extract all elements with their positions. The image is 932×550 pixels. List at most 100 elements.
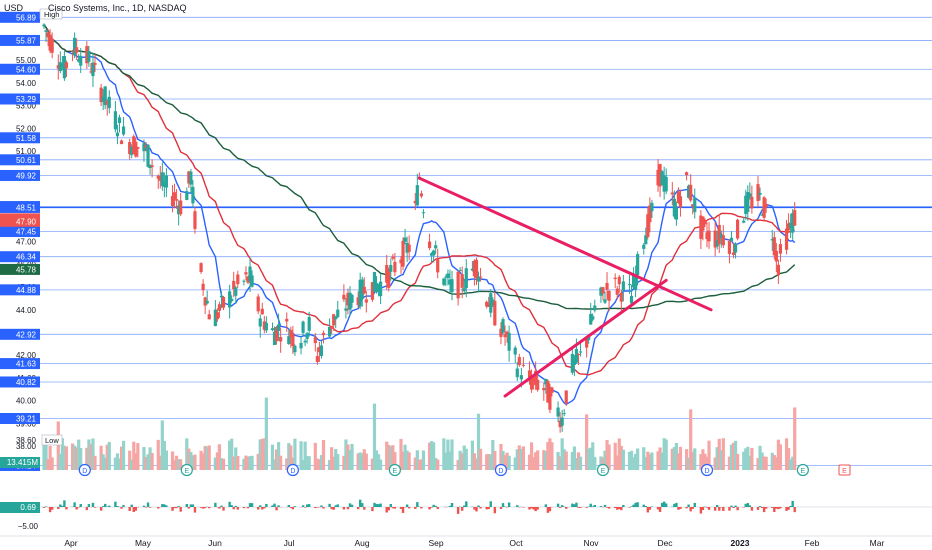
moving-averages bbox=[43, 24, 796, 406]
volume-bar bbox=[387, 444, 391, 470]
time-axis[interactable]: Apr May Jun Jul Aug Sep Oct Nov Dec 2023 Feb Mar bbox=[0, 535, 932, 548]
volume-bar bbox=[285, 458, 289, 470]
osc-bar bbox=[620, 507, 623, 511]
volume-bar bbox=[315, 458, 319, 470]
volume-bar bbox=[248, 456, 252, 470]
osc-bar bbox=[577, 507, 580, 508]
candle-body bbox=[279, 337, 283, 342]
candle-body bbox=[342, 294, 346, 300]
osc-bar bbox=[57, 507, 60, 509]
candle-body bbox=[70, 50, 75, 52]
volume-bar bbox=[660, 452, 664, 470]
osc-bar bbox=[646, 507, 650, 513]
osc-bar bbox=[501, 503, 505, 507]
volume-bar bbox=[130, 459, 134, 470]
osc-bar bbox=[685, 507, 688, 509]
volume-bar bbox=[478, 448, 483, 470]
candle-body bbox=[442, 278, 446, 285]
volume-bar bbox=[758, 445, 762, 470]
osc-bar bbox=[665, 503, 668, 507]
volume-bar bbox=[301, 459, 305, 470]
volume-bar bbox=[733, 440, 738, 470]
price-level-badge-text: 44.88 bbox=[16, 286, 37, 295]
osc-bar bbox=[87, 504, 91, 507]
candle-body bbox=[164, 175, 168, 188]
candle-body bbox=[332, 314, 336, 326]
volume-bar bbox=[458, 450, 462, 470]
candle-body bbox=[613, 277, 617, 280]
candle-body bbox=[289, 330, 293, 338]
price-axis[interactable]: 56.9455.0054.0053.0052.0051.0050.0048.00… bbox=[0, 8, 63, 531]
volume-bar bbox=[499, 444, 503, 470]
candle-body bbox=[607, 290, 611, 301]
osc-bar bbox=[760, 507, 764, 509]
candle-body bbox=[421, 212, 426, 214]
candle-body bbox=[562, 413, 566, 415]
candle-body bbox=[313, 337, 317, 344]
candle-body bbox=[585, 339, 589, 348]
volume-bar bbox=[544, 451, 548, 470]
trendlines[interactable] bbox=[417, 176, 713, 398]
volume-bar bbox=[662, 438, 666, 470]
candle-body bbox=[413, 200, 417, 204]
candle-body bbox=[56, 65, 60, 69]
osc-bar bbox=[722, 507, 725, 511]
osc-bar bbox=[99, 507, 103, 511]
candle-body bbox=[46, 32, 50, 38]
volume-bar bbox=[421, 450, 426, 470]
ma-fast-line bbox=[43, 24, 796, 406]
candle-body bbox=[532, 376, 536, 381]
candle-body bbox=[744, 195, 748, 214]
volume-bar bbox=[505, 452, 509, 470]
candle-body bbox=[507, 332, 511, 351]
volume-bar bbox=[476, 413, 481, 470]
volume-bar bbox=[646, 451, 650, 470]
volume-bar bbox=[548, 438, 552, 470]
volume-bar bbox=[374, 450, 379, 470]
volume-bar bbox=[160, 420, 164, 470]
candle-body bbox=[474, 259, 479, 278]
candle-body bbox=[189, 171, 193, 185]
osc-bar bbox=[642, 504, 645, 507]
price-tick-label: 44.00 bbox=[16, 306, 37, 315]
volume-bar bbox=[487, 454, 491, 470]
osc-bar bbox=[434, 505, 437, 507]
candle-body bbox=[419, 193, 423, 197]
candle-body bbox=[107, 96, 111, 109]
candle-body bbox=[393, 261, 397, 273]
volume-bar bbox=[760, 452, 764, 470]
volume-bar bbox=[558, 456, 562, 470]
price-level-badge-text: 42.92 bbox=[16, 330, 37, 339]
price-level-badge-text: 48.51 bbox=[16, 203, 37, 212]
time-axis-label: May bbox=[135, 538, 152, 548]
osc-bar bbox=[477, 505, 480, 507]
osc-bar bbox=[128, 507, 131, 511]
candle-body bbox=[529, 379, 534, 390]
candle-body bbox=[791, 213, 795, 233]
volume-bar bbox=[144, 457, 148, 470]
candle-body bbox=[756, 184, 760, 201]
volume-bar bbox=[199, 450, 203, 470]
osc-bar bbox=[499, 507, 503, 509]
candle-body bbox=[234, 287, 238, 296]
osc-bar bbox=[575, 502, 578, 507]
dividend-marker bbox=[78, 463, 91, 477]
osc-bar bbox=[428, 507, 431, 510]
volume-bar bbox=[444, 452, 448, 470]
candle-body bbox=[403, 237, 407, 242]
osc-bar bbox=[332, 507, 335, 510]
osc-bar bbox=[189, 504, 193, 507]
price-tick-label: 38.00 bbox=[16, 442, 37, 451]
volume-bar bbox=[636, 448, 640, 470]
osc-bar bbox=[334, 505, 337, 507]
osc-bar bbox=[248, 503, 252, 507]
volume-bar bbox=[348, 450, 352, 470]
volume-bar bbox=[103, 457, 107, 470]
volume-bar bbox=[87, 439, 91, 470]
osc-value-badge bbox=[0, 502, 40, 513]
time-axis-label: Mar bbox=[870, 538, 885, 548]
candle-body bbox=[646, 214, 650, 238]
osc-bar bbox=[214, 502, 217, 507]
